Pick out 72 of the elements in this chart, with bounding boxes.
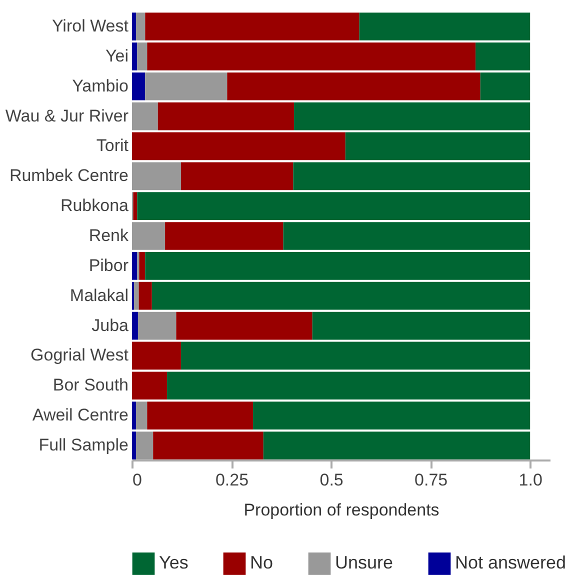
bar <box>132 132 346 160</box>
bar <box>132 312 138 340</box>
y-tick-label: Malakal <box>70 286 128 305</box>
bar <box>137 192 530 220</box>
bar <box>180 162 294 190</box>
y-tick-label: Juba <box>92 316 130 335</box>
y-tick-label: Rubkona <box>60 196 130 216</box>
bar <box>145 12 360 40</box>
bar <box>134 282 139 310</box>
bar <box>153 432 264 460</box>
bar <box>165 222 284 250</box>
y-tick-label: Rumbek Centre <box>9 166 128 186</box>
bar <box>136 12 146 40</box>
bar <box>132 432 136 460</box>
x-axis-title: Proportion of respondents <box>244 500 440 520</box>
bar <box>167 372 530 400</box>
bar <box>283 222 530 250</box>
bar <box>263 432 530 460</box>
y-tick-label: Torit <box>96 136 129 156</box>
bar <box>152 282 530 310</box>
legend-label: No <box>250 552 274 573</box>
bar <box>176 312 312 340</box>
bar <box>147 402 254 430</box>
bar <box>132 342 181 370</box>
bar <box>132 42 138 70</box>
y-tick-label: Wau & Jur River <box>5 106 129 126</box>
y-tick-label: Renk <box>88 226 129 245</box>
y-tick-label: Yirol West <box>52 16 129 36</box>
bar <box>132 102 158 130</box>
bar <box>132 72 146 100</box>
bar <box>132 162 181 190</box>
x-tick-label: 0.5 <box>320 470 344 490</box>
bar <box>227 72 480 100</box>
bar <box>294 102 530 130</box>
bar <box>137 42 148 70</box>
bar <box>145 72 228 100</box>
y-tick-label: Full Sample <box>38 435 128 454</box>
bar <box>136 402 148 430</box>
legend-label: Unsure <box>335 552 394 573</box>
bar <box>480 72 530 100</box>
x-tick-label: 1.0 <box>518 470 542 490</box>
bar <box>132 252 138 280</box>
bar <box>180 342 530 370</box>
y-tick-label: Yambio <box>72 76 128 96</box>
y-tick-label: Aweil Centre <box>32 406 128 425</box>
bar <box>132 402 136 430</box>
bar <box>158 102 294 130</box>
bar <box>138 312 176 340</box>
x-tick-label: 0.75 <box>414 470 448 490</box>
bar <box>139 252 146 280</box>
y-tick-label: Gogrial West <box>30 346 129 365</box>
y-tick-label: Pibor <box>88 256 129 275</box>
bar <box>345 132 530 160</box>
y-tick-label: Bor South <box>52 376 128 395</box>
bar <box>132 12 136 40</box>
bar <box>253 402 530 430</box>
bar <box>293 162 530 190</box>
x-tick-label: 0 <box>132 470 142 490</box>
bar <box>133 192 138 220</box>
bar <box>132 372 168 400</box>
legend-label: Yes <box>159 552 188 573</box>
bar <box>359 12 530 40</box>
y-tick-label: Yei <box>105 46 128 66</box>
bar <box>136 432 154 460</box>
bar <box>476 42 530 70</box>
bar <box>132 222 166 250</box>
bar <box>312 312 530 340</box>
bar <box>147 42 476 70</box>
x-tick-label: 0.25 <box>215 470 249 490</box>
bar <box>138 282 152 310</box>
legend-label: Not answered <box>455 552 566 573</box>
bar <box>145 252 530 280</box>
